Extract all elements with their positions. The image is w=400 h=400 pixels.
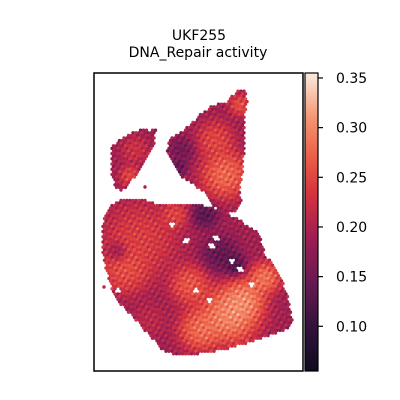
spot bbox=[196, 186, 199, 189]
colorbar-tick-label: 0.20 bbox=[336, 220, 367, 236]
spot bbox=[217, 347, 220, 350]
spot bbox=[172, 352, 175, 355]
spot bbox=[208, 295, 211, 298]
spot bbox=[190, 181, 193, 184]
spot bbox=[220, 347, 223, 350]
chart-subtitle: DNA_Repair activity bbox=[129, 45, 268, 61]
spot bbox=[230, 344, 233, 347]
spot bbox=[167, 350, 170, 353]
spot bbox=[230, 209, 233, 212]
spot bbox=[244, 342, 247, 345]
spot bbox=[193, 352, 196, 355]
spot bbox=[268, 318, 271, 321]
spot bbox=[102, 285, 105, 288]
colorbar-tick-label: 0.30 bbox=[336, 121, 367, 137]
spot bbox=[230, 256, 233, 259]
colorbar-tick-label: 0.35 bbox=[336, 71, 367, 87]
spot bbox=[178, 352, 181, 355]
spot bbox=[164, 350, 167, 353]
colorbar-tick-label: 0.10 bbox=[336, 319, 367, 335]
spot-layer bbox=[101, 90, 293, 356]
spot bbox=[185, 235, 188, 238]
spot bbox=[214, 233, 217, 236]
spot bbox=[143, 185, 146, 188]
spot bbox=[200, 188, 203, 191]
spot bbox=[200, 350, 203, 353]
spot bbox=[181, 352, 184, 355]
spot bbox=[187, 352, 190, 355]
chart-title: UKF255 bbox=[172, 28, 226, 44]
spot bbox=[238, 264, 241, 267]
spot bbox=[241, 342, 244, 345]
spot bbox=[281, 303, 284, 306]
spot bbox=[133, 175, 136, 178]
spot bbox=[223, 347, 226, 350]
spot bbox=[209, 240, 212, 243]
spot bbox=[233, 209, 236, 212]
spot bbox=[259, 337, 262, 340]
spot bbox=[115, 186, 118, 189]
spot bbox=[248, 339, 251, 342]
spot bbox=[165, 344, 168, 347]
spot bbox=[286, 326, 289, 329]
spot bbox=[206, 350, 209, 353]
spot bbox=[250, 279, 253, 282]
spot bbox=[209, 350, 212, 353]
spot bbox=[124, 186, 127, 189]
spot bbox=[271, 331, 274, 334]
spot bbox=[281, 329, 284, 332]
spot bbox=[212, 350, 215, 353]
colorbar-tick-label: 0.15 bbox=[336, 270, 367, 286]
spot bbox=[175, 352, 178, 355]
spot bbox=[203, 350, 206, 353]
spot bbox=[181, 175, 184, 178]
spot bbox=[134, 318, 137, 321]
spot bbox=[143, 329, 146, 332]
spot bbox=[185, 178, 188, 181]
spot bbox=[190, 352, 193, 355]
spot bbox=[274, 331, 277, 334]
colorbar-ticks: 0.10 0.15 0.20 0.25 0.30 0.35 bbox=[318, 71, 367, 335]
spot bbox=[184, 352, 187, 355]
spot bbox=[119, 303, 122, 306]
spot bbox=[116, 209, 119, 212]
spot bbox=[151, 337, 154, 340]
spot bbox=[266, 334, 269, 337]
spot bbox=[127, 311, 130, 314]
spot bbox=[233, 344, 236, 347]
spot bbox=[253, 334, 256, 337]
spot bbox=[170, 220, 173, 223]
colorbar bbox=[305, 73, 318, 371]
spot bbox=[278, 329, 281, 332]
spot bbox=[245, 338, 248, 341]
spot bbox=[119, 188, 122, 191]
spot bbox=[226, 347, 229, 350]
spot bbox=[263, 334, 266, 337]
colorbar-tick-label: 0.25 bbox=[336, 170, 367, 186]
spot bbox=[238, 342, 241, 345]
spot bbox=[160, 347, 163, 350]
spot bbox=[190, 220, 193, 223]
spot bbox=[251, 339, 254, 342]
spot bbox=[196, 352, 199, 355]
